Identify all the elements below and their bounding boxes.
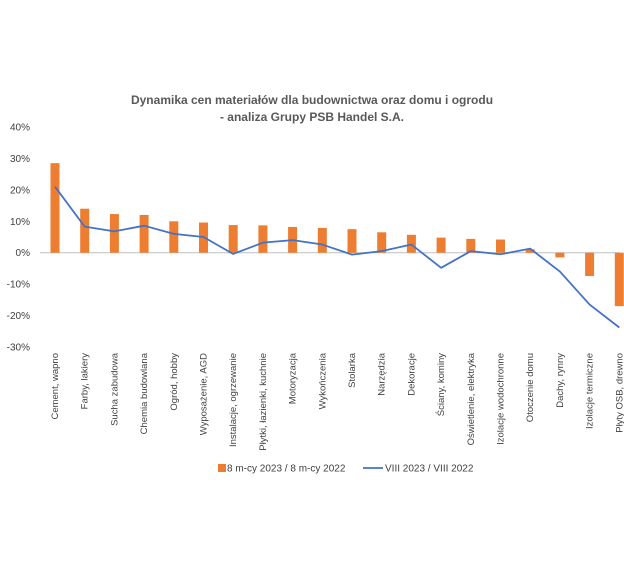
y-axis-ticks: 40% 30% 20% 10% 0% -10% -20% -30% — [7, 123, 30, 354]
line-series — [54, 186, 620, 329]
x-category-label: Izolacje termiczne — [585, 353, 596, 429]
y-tick-label: 10% — [10, 217, 30, 228]
x-category-label: Farby, lakiery — [80, 353, 91, 410]
x-category-label: Izolacje wodochronne — [496, 353, 507, 445]
x-axis-labels: Cement, wapno Farby, lakiery Sucha zabudow… — [50, 352, 624, 450]
y-tick-label: 40% — [10, 123, 30, 134]
x-category-label: Płyty OSB, drewno — [614, 353, 624, 433]
y-tick-label: -10% — [7, 280, 30, 291]
bar — [525, 249, 535, 253]
x-category-label: Otoczenie domu — [525, 353, 536, 422]
bar — [50, 163, 60, 253]
bar — [317, 227, 327, 253]
legend: 8 m-cy 2023 / 8 m-cy 2022 VIII 2023 / VI… — [218, 464, 474, 475]
legend-bar-label: 8 m-cy 2023 / 8 m-cy 2022 — [227, 464, 346, 475]
x-category-label: Dekoracje — [406, 353, 417, 396]
bar — [614, 252, 624, 307]
x-category-label: Cement, wapno — [50, 353, 61, 420]
x-category-label: Płytki, łazienki, kuchnie — [258, 353, 269, 451]
bar — [139, 215, 149, 253]
x-category-label: Ogród, hobby — [169, 353, 180, 411]
bar — [466, 238, 476, 253]
bar — [228, 225, 238, 253]
bar — [80, 208, 90, 253]
x-category-label: Narzędzia — [377, 352, 388, 395]
x-category-label: Oświetlenie, elektryka — [466, 352, 477, 445]
bar — [109, 214, 119, 253]
x-category-label: Ściany, kominy — [435, 353, 447, 416]
bar — [258, 225, 268, 253]
y-tick-label: -20% — [7, 311, 30, 322]
legend-bar-swatch — [218, 464, 226, 472]
legend-line-label: VIII 2023 / VIII 2022 — [385, 464, 474, 475]
bar — [347, 229, 357, 253]
y-tick-label: 0% — [16, 248, 31, 259]
bar — [555, 252, 565, 258]
bar — [436, 237, 446, 253]
x-category-label: Wykończenia — [317, 352, 328, 409]
x-category-label: Instalacje, ogrzewanie — [228, 353, 239, 447]
bar — [585, 252, 595, 276]
x-category-label: Chemia budowlana — [139, 352, 150, 434]
bar — [496, 239, 505, 253]
x-category-label: Dachy, rynny — [555, 353, 566, 408]
bar-series — [50, 163, 624, 307]
bar — [169, 221, 179, 253]
bar — [377, 232, 387, 253]
x-category-label: Wyposażenie, AGD — [199, 353, 210, 435]
x-category-label: Sucha zabudowa — [109, 352, 120, 426]
y-tick-label: 20% — [10, 185, 30, 196]
chart-title-line-1: Dynamika cen materiałów dla budownictwa … — [131, 93, 493, 107]
x-category-label: Motoryzacja — [288, 352, 299, 404]
x-category-label: Stolarka — [347, 352, 358, 388]
y-tick-label: 30% — [10, 154, 30, 165]
y-tick-label: -30% — [7, 343, 30, 354]
chart-title-line-2: - analiza Grupy PSB Handel S.A. — [220, 110, 404, 124]
